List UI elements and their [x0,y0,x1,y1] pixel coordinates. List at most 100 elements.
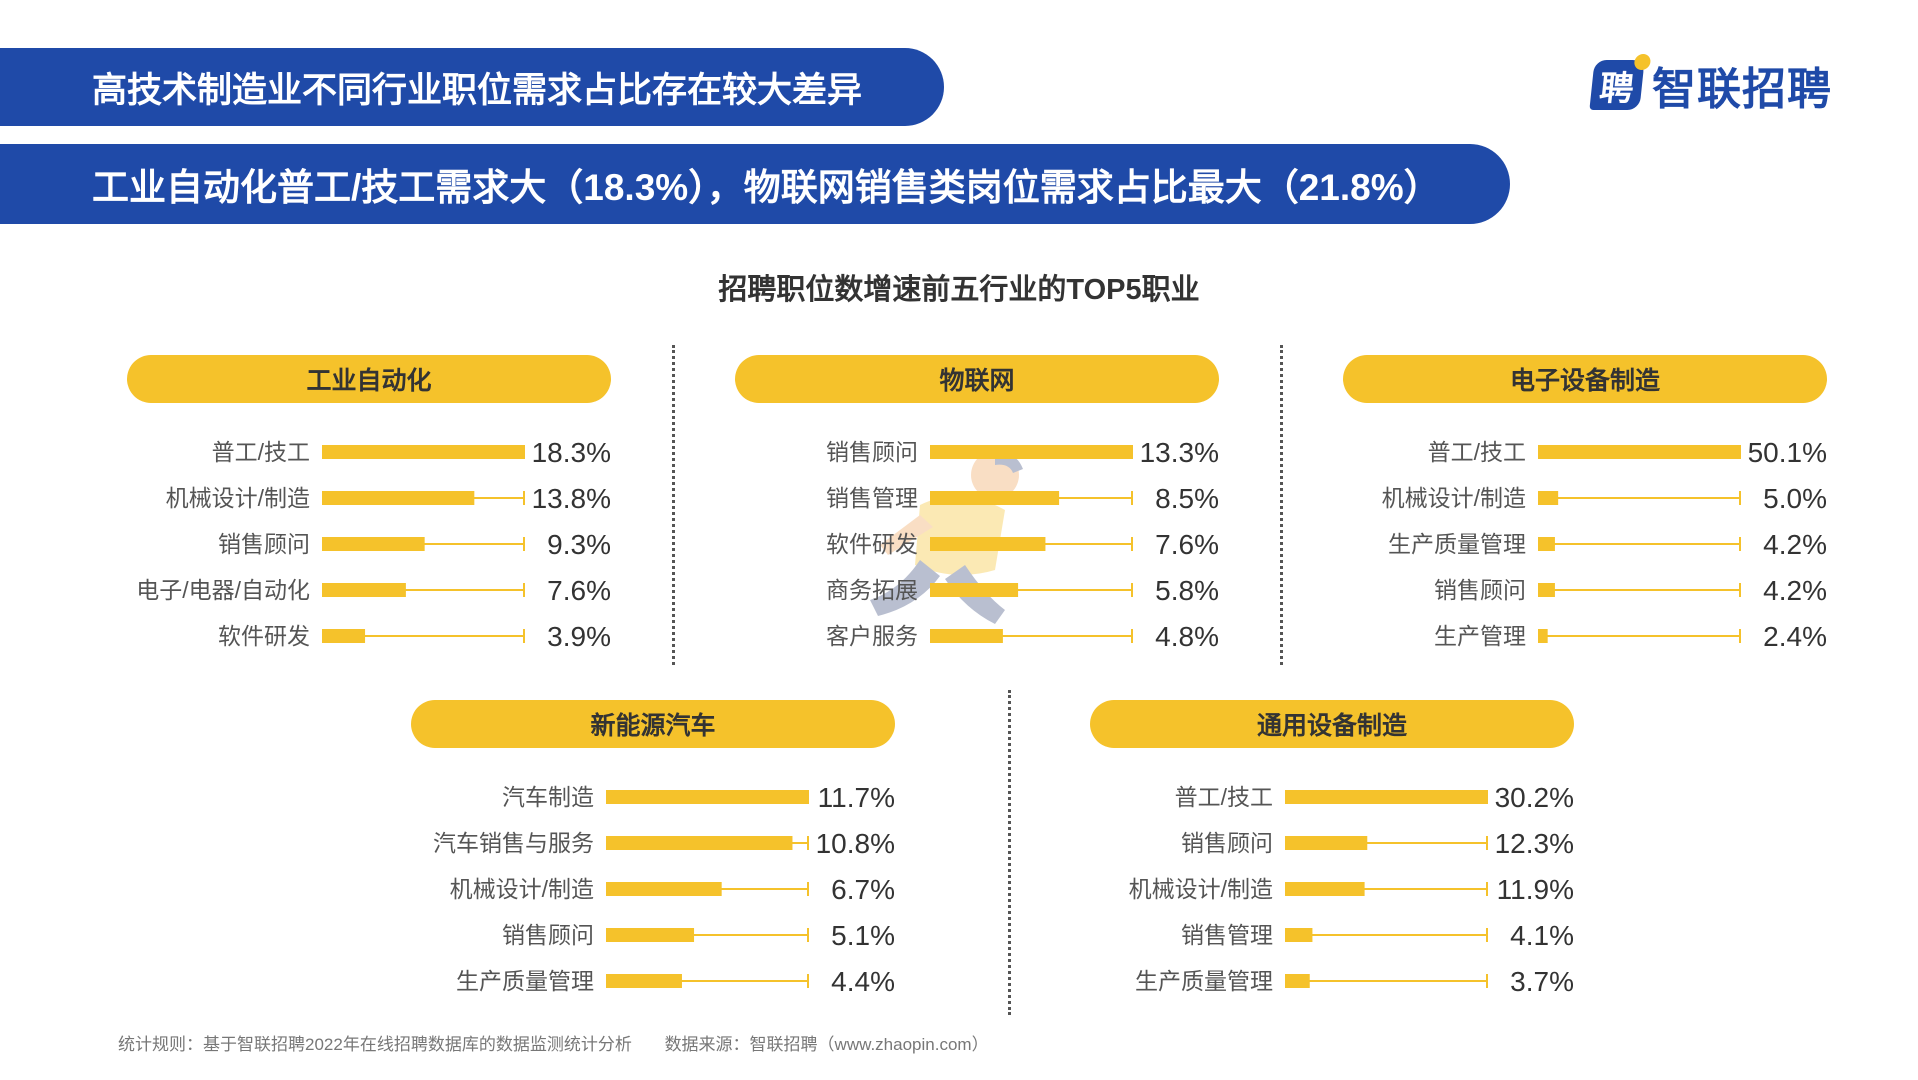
value-label: 5.1% [831,920,895,951]
bar [322,583,406,597]
bar [322,629,366,643]
bar [1285,882,1365,896]
category-label: 销售顾问 [218,531,310,557]
value-label: 3.9% [547,621,611,652]
value-label: 18.3% [532,437,611,468]
value-label: 4.2% [1763,575,1827,606]
brand-logo: 聘 智联招聘 [1589,54,1832,114]
category-label: 销售顾问 [1434,577,1526,603]
value-label: 8.5% [1155,483,1219,514]
bar [606,974,682,988]
value-label: 13.3% [1140,437,1219,468]
value-label: 11.9% [1497,874,1574,905]
bar [930,537,1046,551]
category-label: 生产质量管理 [456,968,594,994]
value-label: 30.2% [1495,782,1574,813]
category-label: 销售顾问 [502,922,594,948]
value-label: 5.0% [1763,483,1827,514]
category-label: 销售管理 [826,485,918,511]
bar [606,882,722,896]
subheadline-banner: 工业自动化普工/技工需求大（18.3%），物联网销售类岗位需求占比最大（21.8… [0,144,1510,224]
value-label: 11.7% [818,782,895,813]
panel-general-equipment: 通用设备制造 普工/技工 30.2% 销售顾问 12.3% 机械设计/制造 11.9% 销售… [1090,700,1574,1010]
category-label: 销售管理 [1181,922,1273,948]
value-label: 3.7% [1510,966,1574,997]
value-label: 4.8% [1155,621,1219,652]
value-label: 9.3% [547,529,611,560]
bar [1538,445,1740,459]
value-label: 13.8% [532,483,611,514]
footnote: 统计规则：基于智联招聘2022年在线招聘数据库的数据监测统计分析 数据来源：智联… [118,1030,1017,1055]
value-label: 2.4% [1763,621,1827,652]
bar [1538,491,1559,505]
category-label: 机械设计/制造 [166,485,310,511]
bar [930,583,1019,597]
footnote-rule: 统计规则：基于智联招聘2022年在线招聘数据库的数据监测统计分析 [118,1035,632,1054]
value-label: 4.2% [1763,529,1827,560]
category-label: 生产质量管理 [1135,968,1273,994]
value-label: 10.8% [816,828,895,859]
headline-banner: 高技术制造业不同行业职位需求占比存在较大差异 [0,48,944,126]
category-label: 普工/技工 [212,439,310,465]
bar [1285,974,1310,988]
value-label: 12.3% [1495,828,1574,859]
bar [606,928,695,942]
chart-title: 招聘职位数增速前五行业的TOP5职业 [718,274,1200,306]
category-label: 汽车制造 [502,784,594,810]
category-label: 商务拓展 [826,577,918,603]
panel-industrial-automation: 工业自动化 普工/技工 18.3% 机械设计/制造 13.8% 销售顾问 9.3% 电子/电… [127,355,611,665]
subheadline-text: 工业自动化普工/技工需求大（18.3%），物联网销售类岗位需求占比最大（21.8… [92,167,1441,208]
divider-top-left [672,345,675,665]
bar [606,836,793,850]
category-label: 销售顾问 [826,439,918,465]
panel-electronic-equipment: 电子设备制造 普工/技工 50.1% 机械设计/制造 5.0% 生产质量管理 4.2% 销售… [1343,355,1827,665]
bar [322,537,425,551]
bar [1285,836,1368,850]
value-label: 7.6% [1155,529,1219,560]
category-label: 普工/技工 [1428,439,1526,465]
value-label: 4.4% [831,966,895,997]
value-label: 4.1% [1510,920,1574,951]
bar [322,445,524,459]
bar [1285,928,1313,942]
panel-chart: 普工/技工 18.3% 机械设计/制造 13.8% 销售顾问 9.3% 电子/电器/自动化 7… [136,437,611,652]
value-label: 5.8% [1155,575,1219,606]
bar [1538,537,1555,551]
bar [322,491,475,505]
bar [1538,629,1548,643]
category-label: 软件研发 [218,623,310,649]
panel-title: 通用设备制造 [1090,700,1574,748]
panel-title: 电子设备制造 [1343,355,1827,403]
category-label: 机械设计/制造 [450,876,594,902]
panel-chart: 汽车制造 11.7% 汽车销售与服务 10.8% 机械设计/制造 6.7% 销售顾问 5.1%… [433,782,895,997]
panel-title: 新能源汽车 [411,700,895,748]
footnote-source: 数据来源：智联招聘（www.zhaopin.com） [664,1035,989,1054]
divider-top-right [1280,345,1283,665]
category-label: 普工/技工 [1175,784,1273,810]
bar [930,491,1060,505]
category-label: 软件研发 [826,531,918,557]
category-label: 客户服务 [826,623,918,649]
logo-icon: 聘 [1589,54,1652,110]
category-label: 生产管理 [1434,623,1526,649]
panel-iot: 物联网 销售顾问 13.3% 销售管理 8.5% 软件研发 7.6% 商务拓展 5.8% 客户服… [735,355,1219,665]
category-label: 机械设计/制造 [1129,876,1273,902]
category-label: 电子/电器/自动化 [136,577,310,603]
value-label: 7.6% [547,575,611,606]
headline-text: 高技术制造业不同行业职位需求占比存在较大差异 [92,70,863,110]
category-label: 机械设计/制造 [1382,485,1526,511]
bar [606,790,808,804]
value-label: 6.7% [831,874,895,905]
divider-bottom [1008,690,1011,1015]
panel-chart: 普工/技工 50.1% 机械设计/制造 5.0% 生产质量管理 4.2% 销售顾问 4.2% 生… [1382,437,1827,652]
category-label: 汽车销售与服务 [433,830,594,856]
panel-new-energy-vehicles: 新能源汽车 汽车制造 11.7% 汽车销售与服务 10.8% 机械设计/制造 6.7% 销售… [411,700,895,1010]
logo-dot [1633,54,1652,70]
panel-chart: 销售顾问 13.3% 销售管理 8.5% 软件研发 7.6% 商务拓展 5.8% 客户服务 4.8… [826,437,1219,652]
logo-text: 智联招聘 [1652,65,1832,114]
bar [930,445,1132,459]
bar [1285,790,1487,804]
panel-title: 工业自动化 [127,355,611,403]
bar [930,629,1003,643]
value-label: 50.1% [1748,437,1827,468]
